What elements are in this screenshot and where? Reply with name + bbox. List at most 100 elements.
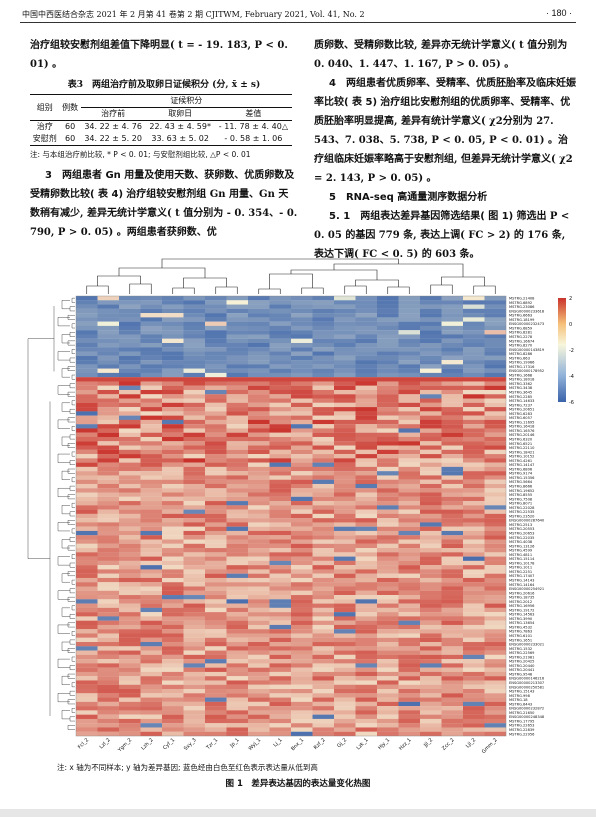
heatmap-cell [248, 296, 270, 301]
heatmap-cell [420, 637, 442, 643]
heatmap-cell [162, 569, 184, 574]
heatmap-cell [119, 402, 141, 408]
heatmap-cell [119, 671, 141, 677]
heatmap-cell [76, 445, 98, 450]
heatmap-cell [484, 693, 507, 698]
heatmap-cell [269, 342, 292, 348]
sample-label: Lzh_2 [140, 737, 154, 751]
heatmap-cell [420, 300, 442, 305]
heatmap-cell [119, 667, 141, 673]
heatmap-cell [119, 313, 141, 318]
heatmap-cell [269, 313, 292, 318]
heatmap-cell [334, 667, 356, 673]
heatmap-cell [140, 582, 163, 587]
heatmap-cell [312, 731, 335, 737]
heatmap-cell [269, 445, 292, 450]
heatmap-cell [312, 620, 335, 626]
heatmap-cell [334, 590, 356, 596]
heatmap-cell [269, 372, 292, 378]
heatmap-cell [97, 415, 120, 420]
heatmap-cell [248, 607, 270, 613]
heatmap-cell [398, 368, 421, 373]
heatmap-cell [205, 654, 227, 660]
heatmap-cell [183, 330, 206, 335]
heatmap-cell [377, 368, 399, 373]
heatmap-cell [463, 599, 485, 604]
heatmap-cell [420, 364, 442, 369]
heatmap-cell [420, 654, 442, 660]
heatmap-cell [312, 646, 335, 651]
heatmap-cell [162, 415, 184, 420]
gene-label: MSTRG.20146 [509, 433, 535, 437]
heatmap-cell [291, 603, 313, 608]
heatmap-cell [441, 676, 464, 681]
heatmap-cell [205, 334, 227, 339]
heatmap-cell [205, 663, 227, 668]
gene-label: MSTRG.6443 [509, 702, 532, 706]
gene-label: MSTRG.18199 [509, 318, 535, 322]
heatmap-cell [183, 398, 206, 403]
heatmap-cell [248, 509, 270, 514]
heatmap-cell [226, 582, 249, 587]
heatmap-cell [97, 368, 120, 373]
heatmap-cell [441, 411, 464, 416]
heatmap-cell [398, 317, 421, 322]
heatmap-cell [291, 415, 313, 420]
heatmap-cell [334, 402, 356, 408]
heatmap-cell [76, 548, 98, 553]
heatmap-cell [291, 671, 313, 677]
heatmap-cell [226, 616, 249, 621]
heatmap-cell [441, 718, 464, 724]
heatmap-cell [162, 300, 184, 305]
heatmap-cell [334, 646, 356, 651]
heatmap-cell [355, 522, 378, 527]
heatmap-cell [97, 338, 120, 344]
heatmap-cell [291, 471, 313, 476]
heatmap-cell [183, 663, 206, 668]
heatmap-cell [119, 351, 141, 356]
heatmap-cell [97, 488, 120, 493]
heatmap-cell [334, 313, 356, 318]
heatmap-cell [119, 723, 141, 728]
heatmap-cell [248, 697, 270, 702]
heatmap-cell [441, 548, 464, 553]
heatmap-cell [334, 377, 356, 382]
running-header: 中国中西医结合杂志 2021 年 2 月第 41 卷第 2 期 CJITWM, … [20, 6, 576, 23]
heatmap-cell [140, 701, 163, 707]
heatmap-cell [269, 667, 292, 673]
heatmap-cell [205, 342, 227, 348]
heatmap-cell [377, 381, 399, 386]
sec4-body: 治疗组比安慰剂组的优质卵率、受精率、优质胚胎率明显提高, 差异有统计学意义( χ… [314, 97, 573, 184]
heatmap-cell [377, 407, 399, 412]
heatmap-cell [291, 368, 313, 373]
gene-label: MSTRG.6859 [509, 326, 533, 330]
heatmap-cell [119, 330, 141, 335]
heatmap-cell [441, 620, 464, 626]
heatmap-cell [377, 689, 399, 694]
heatmap-cell [484, 432, 507, 438]
heatmap-cell [269, 680, 292, 685]
heatmap-cell [312, 509, 335, 514]
heatmap-cell [76, 407, 98, 412]
heatmap-cell [377, 595, 399, 600]
heatmap-cell [76, 377, 98, 382]
gene-label: MSTRG.22653 [509, 724, 534, 728]
heatmap-cell [398, 334, 421, 339]
heatmap-cell [205, 389, 227, 395]
heatmap-cell [291, 565, 313, 570]
heatmap-cell [484, 351, 507, 356]
heatmap-cell [140, 624, 163, 630]
heatmap-cell [334, 304, 356, 309]
heatmap-cell [248, 407, 270, 412]
heatmap-cell [76, 612, 98, 617]
heatmap-cell [463, 342, 485, 348]
heatmap-cell [269, 689, 292, 694]
heatmap-cell [119, 569, 141, 574]
heatmap-cell [355, 441, 378, 446]
gene-label: MSTRG.7508 [509, 497, 533, 501]
column-dendrogram [86, 258, 496, 294]
heatmap-cell [420, 445, 442, 450]
heatmap-cell [226, 676, 249, 681]
heatmap-cell [355, 646, 378, 651]
heatmap-cell [162, 565, 184, 570]
